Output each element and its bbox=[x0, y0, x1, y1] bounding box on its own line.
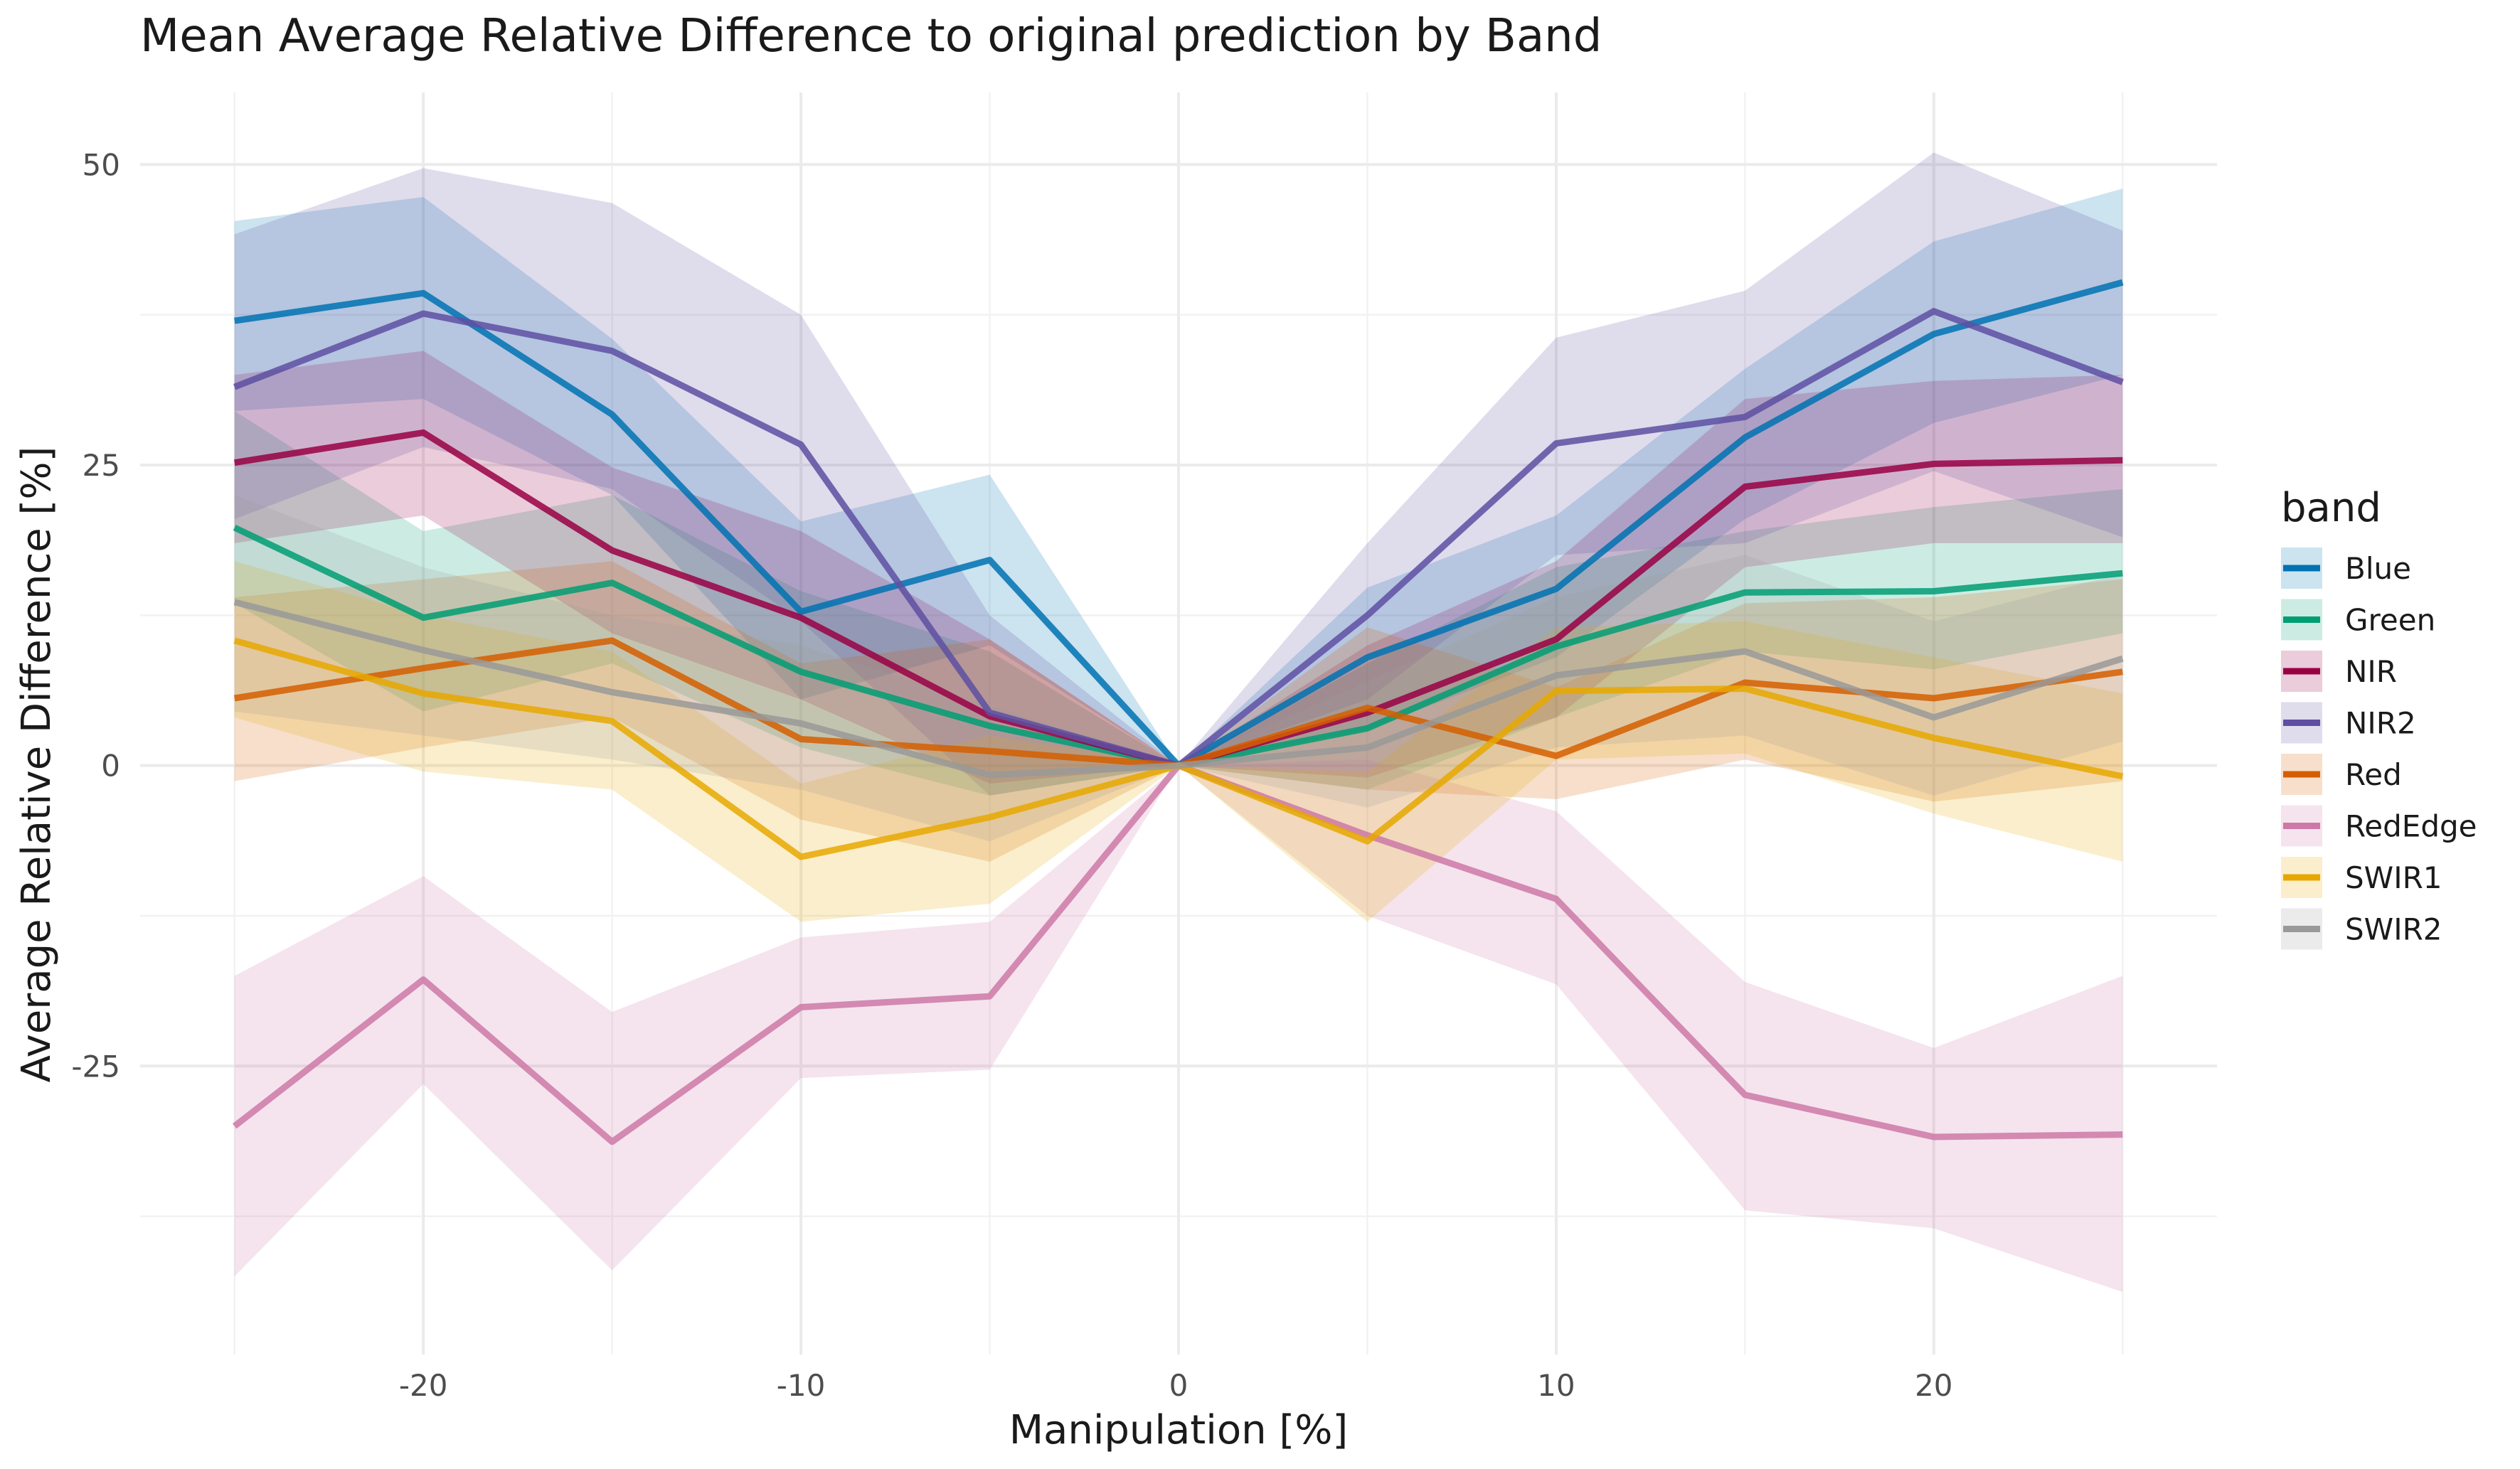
legend-item-nir: NIR bbox=[2281, 651, 2397, 692]
legend-label: Green bbox=[2345, 603, 2435, 638]
legend-items: Blue Green NIR NIR2 Red RedEdge SWIR1 SWIR2 bbox=[2281, 547, 2477, 950]
legend-title: band bbox=[2281, 485, 2381, 531]
y-tick-label: -25 bbox=[71, 1049, 120, 1084]
legend-item-swir1: SWIR1 bbox=[2281, 857, 2442, 898]
legend-item-green: Green bbox=[2281, 599, 2435, 641]
legend: band Blue Green NIR NIR2 Red RedEdge SWIR1 SWIR… bbox=[2281, 485, 2477, 950]
y-tick-label: 25 bbox=[83, 448, 120, 483]
ribbon-swir1 bbox=[234, 561, 2123, 922]
line-swir2 bbox=[233, 599, 2124, 779]
legend-label: Blue bbox=[2345, 551, 2411, 586]
y-axis-ticks: -25 0 25 50 bbox=[71, 147, 120, 1084]
legend-item-nir2: NIR2 bbox=[2281, 702, 2416, 744]
ribbon-green bbox=[234, 411, 2123, 796]
ribbon-rededge bbox=[234, 759, 2123, 1293]
grid bbox=[140, 92, 2217, 1355]
x-axis-ticks: -20 -10 0 10 20 bbox=[399, 1368, 1953, 1403]
legend-item-swir2: SWIR2 bbox=[2281, 908, 2442, 950]
legend-item-rededge: RedEdge bbox=[2281, 805, 2477, 847]
chart-title: Mean Average Relative Difference to orig… bbox=[140, 10, 1602, 63]
x-tick-label: 10 bbox=[1537, 1368, 1575, 1403]
legend-item-blue: Blue bbox=[2281, 547, 2411, 589]
x-tick-label: 20 bbox=[1915, 1368, 1952, 1403]
legend-item-red: Red bbox=[2281, 754, 2402, 795]
ribbon-blue bbox=[234, 188, 2123, 766]
legend-label: Red bbox=[2345, 757, 2402, 792]
x-axis-title: Manipulation [%] bbox=[1009, 1407, 1349, 1453]
x-tick-label: -20 bbox=[399, 1368, 448, 1403]
legend-label: SWIR2 bbox=[2345, 912, 2442, 947]
y-tick-label: 0 bbox=[101, 749, 120, 784]
legend-label: NIR2 bbox=[2345, 706, 2416, 741]
x-tick-label: -10 bbox=[777, 1368, 826, 1403]
ribbon-nir2 bbox=[234, 152, 2123, 796]
y-axis-title: Average Relative Difference [%] bbox=[14, 447, 60, 1083]
x-tick-label: 0 bbox=[1169, 1368, 1189, 1403]
legend-label: RedEdge bbox=[2345, 809, 2477, 844]
series-lines bbox=[232, 279, 2124, 1145]
ribbon-red bbox=[234, 561, 2123, 862]
ribbon-swir2 bbox=[234, 495, 2123, 842]
legend-label: NIR bbox=[2345, 654, 2397, 689]
y-tick-label: 50 bbox=[83, 147, 120, 182]
legend-label: SWIR1 bbox=[2345, 860, 2442, 895]
confidence-ribbons bbox=[234, 152, 2123, 1293]
ribbon-nir bbox=[234, 351, 2123, 784]
